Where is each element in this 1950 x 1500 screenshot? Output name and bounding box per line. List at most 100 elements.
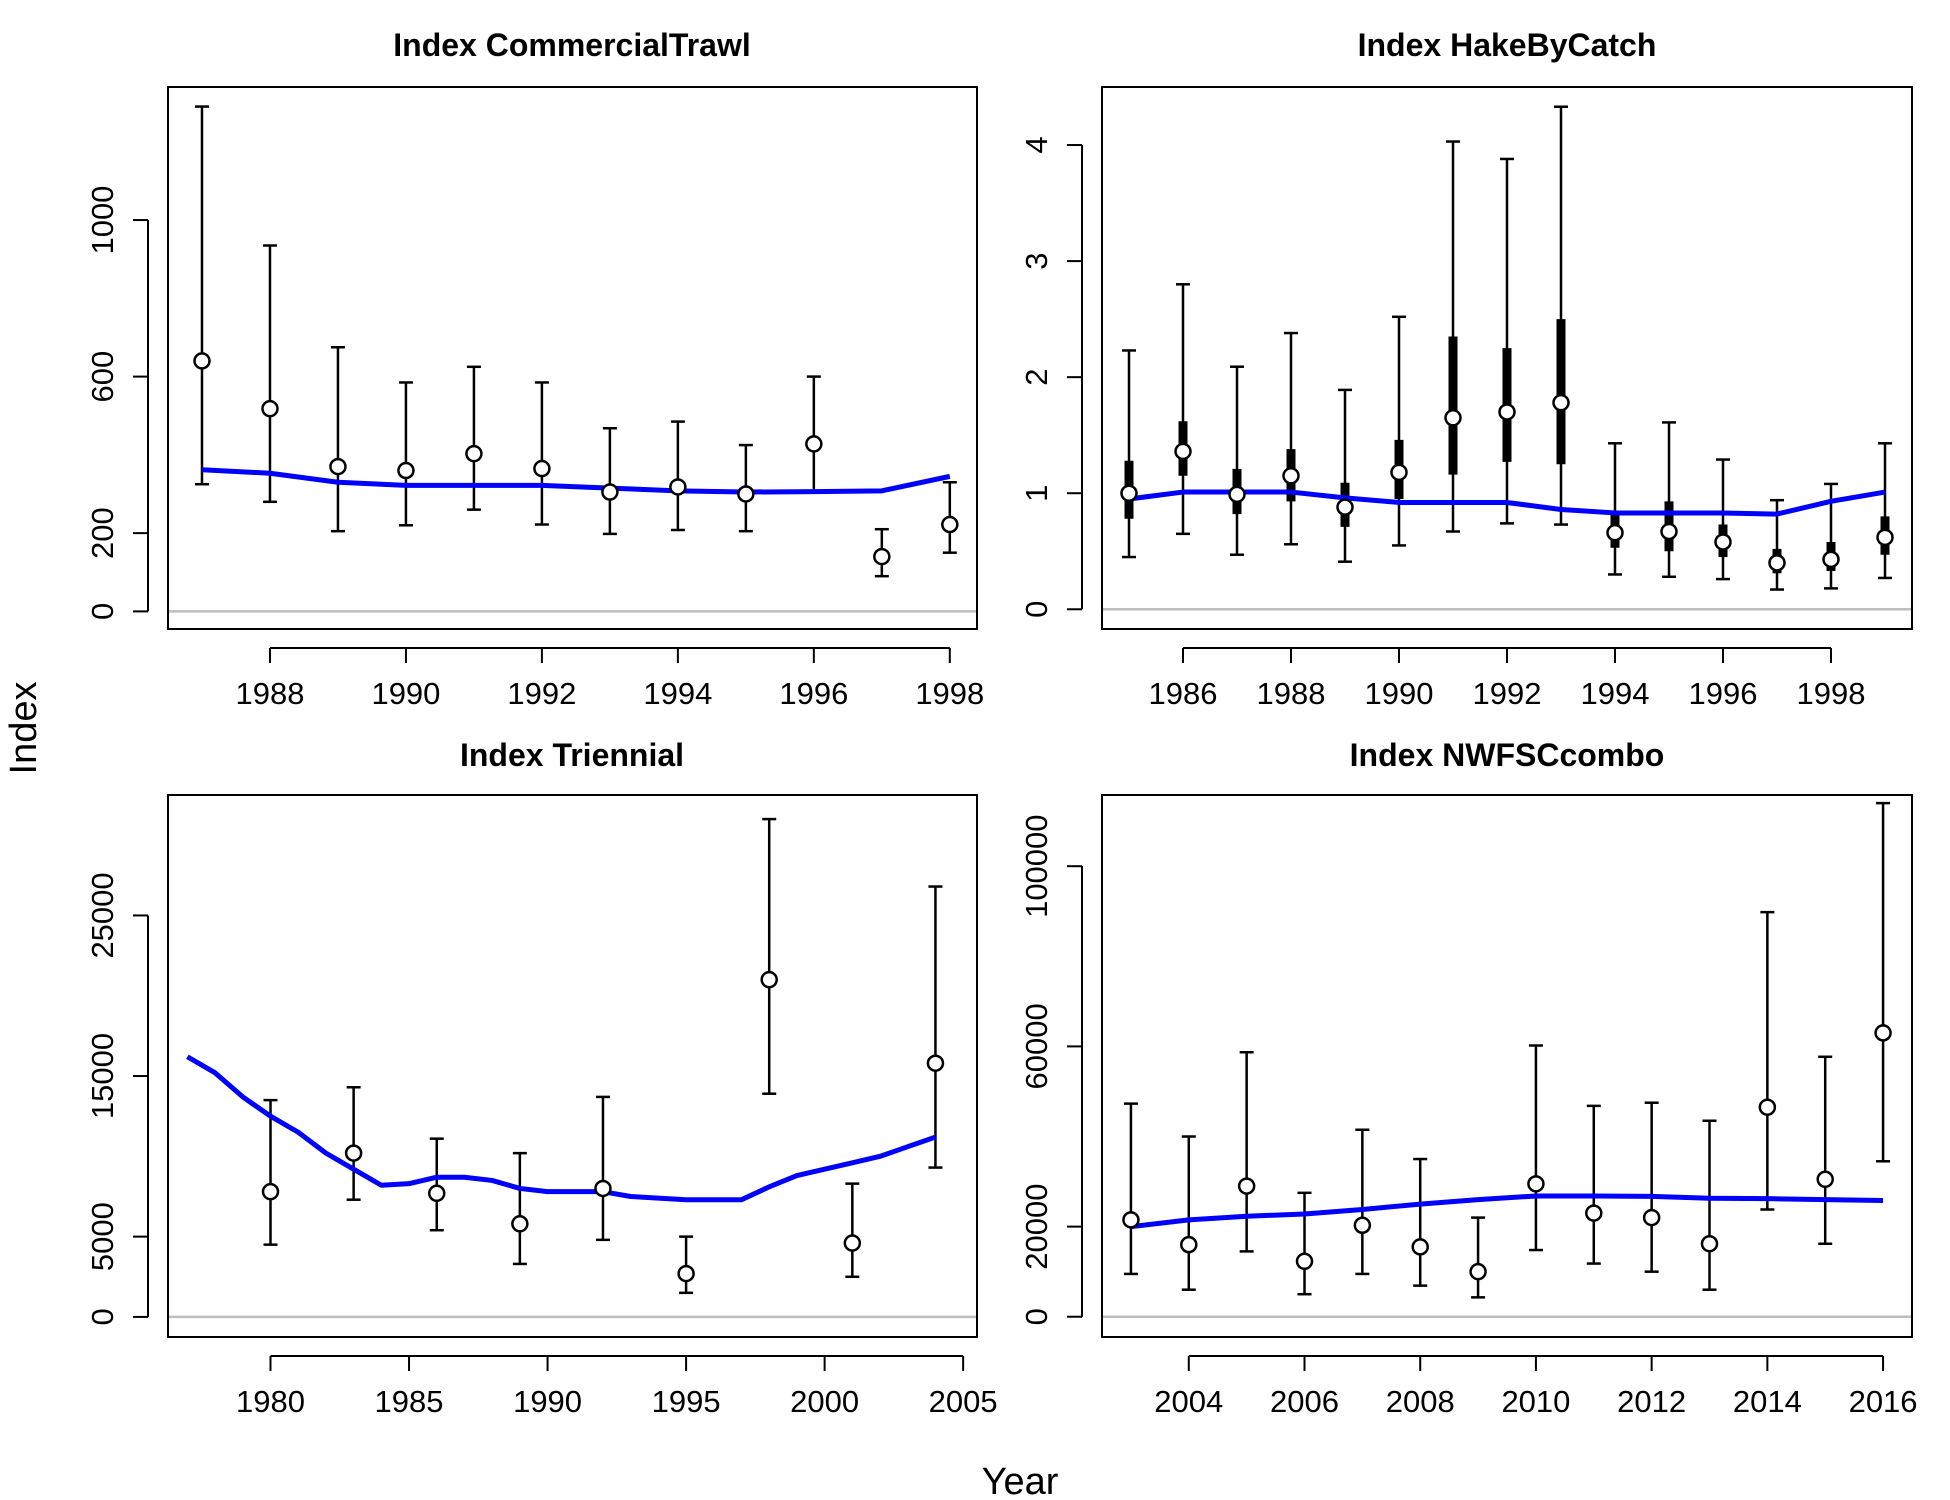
y-tick-label: 5000 xyxy=(85,1202,120,1271)
x-tick-label: 1998 xyxy=(915,676,984,711)
y-tick-label: 200 xyxy=(85,507,120,559)
x-tick-label: 1995 xyxy=(652,1384,721,1419)
y-tick-label: 3 xyxy=(1019,252,1054,269)
observed-point xyxy=(1585,1204,1603,1222)
observed-point xyxy=(1642,1208,1661,1227)
x-tick-label: 1994 xyxy=(1581,676,1650,711)
y-tick-label: 0 xyxy=(1019,601,1054,618)
x-tick-label: 2004 xyxy=(1154,1384,1223,1419)
x-tick-label: 1996 xyxy=(1689,676,1758,711)
y-tick-label: 20000 xyxy=(1019,1184,1054,1270)
y-tick-label: 2 xyxy=(1019,369,1054,386)
x-tick-label: 1998 xyxy=(1797,676,1866,711)
y-tick-label: 60000 xyxy=(1019,1003,1054,1089)
observed-point xyxy=(669,478,687,496)
observed-point xyxy=(1469,1262,1487,1281)
x-tick-label: 1988 xyxy=(1257,676,1326,711)
y-tick-label: 0 xyxy=(85,1308,120,1325)
y-axis-label: Index xyxy=(3,682,45,775)
observed-point xyxy=(1714,533,1732,551)
plot-frame xyxy=(1101,794,1913,1338)
observed-point xyxy=(511,1215,529,1233)
x-tick-label: 1996 xyxy=(779,676,848,711)
x-tick-label: 2010 xyxy=(1501,1384,1570,1419)
y-tick-label: 0 xyxy=(85,603,120,620)
panel-title-nwfsccombo: Index NWFSCcombo xyxy=(1350,737,1665,773)
observed-point xyxy=(427,1184,446,1203)
x-tick-label: 2012 xyxy=(1617,1384,1686,1419)
x-tick-label: 1992 xyxy=(1473,676,1542,711)
observed-point xyxy=(465,444,483,463)
observed-point xyxy=(941,515,959,534)
observed-point xyxy=(1768,554,1786,572)
x-tick-label: 1990 xyxy=(371,676,440,711)
observed-point xyxy=(1876,528,1894,547)
x-tick-label: 2000 xyxy=(790,1384,859,1419)
observed-point xyxy=(1822,550,1840,569)
y-tick-label: 1000 xyxy=(85,186,120,255)
observed-point xyxy=(805,435,823,453)
panel-nwfsccombo: Index NWFSCcombo 2004 2006 2008 2010 2012 201… xyxy=(1019,737,1918,1419)
observed-point xyxy=(1336,498,1354,516)
expected-line xyxy=(1130,1193,1884,1230)
y-tick-label: 600 xyxy=(85,351,120,403)
observed-point xyxy=(1237,1177,1256,1195)
observed-point xyxy=(261,399,279,418)
observed-point xyxy=(601,483,619,501)
y-tick-label: 0 xyxy=(1019,1308,1054,1325)
x-tick-label: 2006 xyxy=(1270,1384,1339,1419)
panel-title-hakebycatch: Index HakeByCatch xyxy=(1358,27,1657,63)
x-tick-label: 2008 xyxy=(1386,1384,1455,1419)
x-tick-label: 1992 xyxy=(507,676,576,711)
y-tick-label: 15000 xyxy=(85,1033,120,1119)
plot-frame xyxy=(167,794,978,1338)
x-tick-label: 1985 xyxy=(375,1384,444,1419)
plot-frame xyxy=(167,86,978,630)
observed-point xyxy=(1700,1234,1719,1253)
observed-point xyxy=(1282,467,1300,485)
observed-point xyxy=(1758,1098,1777,1116)
observed-point xyxy=(533,459,551,478)
x-tick-label: 2005 xyxy=(929,1384,998,1419)
y-tick-label: 100000 xyxy=(1019,814,1054,917)
observed-point xyxy=(1527,1175,1545,1193)
expected-line xyxy=(186,1054,937,1203)
y-tick-label: 4 xyxy=(1019,136,1054,153)
observed-point xyxy=(1816,1170,1834,1189)
x-tick-label: 1986 xyxy=(1149,676,1218,711)
observed-point xyxy=(1498,403,1516,421)
observed-point xyxy=(760,970,778,989)
panel-title-triennial: Index Triennial xyxy=(460,737,684,773)
observed-point xyxy=(677,1264,695,1283)
plot-frame xyxy=(1101,86,1913,630)
x-tick-label: 1988 xyxy=(235,676,304,711)
observed-point xyxy=(843,1234,862,1252)
observed-point xyxy=(1874,1024,1892,1042)
y-tick-label: 25000 xyxy=(85,872,120,958)
observed-point xyxy=(397,461,415,480)
x-tick-label: 2016 xyxy=(1849,1384,1918,1419)
observed-point xyxy=(594,1179,612,1198)
y-tick-label: 1 xyxy=(1019,485,1054,502)
observed-point xyxy=(1174,442,1192,461)
x-tick-label: 1990 xyxy=(1365,676,1434,711)
observed-point xyxy=(1353,1216,1372,1235)
observed-point xyxy=(873,547,891,566)
x-tick-label: 1990 xyxy=(513,1384,582,1419)
panel-hakebycatch: Index HakeByCatch 1986 1988 1990 1992 1994 19… xyxy=(1019,27,1913,711)
observed-point xyxy=(193,352,211,370)
observed-point xyxy=(1660,522,1678,541)
observed-point xyxy=(1444,409,1462,427)
observed-point xyxy=(1411,1238,1429,1256)
panel-title-commercialtrawl: Index CommercialTrawl xyxy=(393,27,750,63)
x-tick-label: 1980 xyxy=(236,1384,305,1419)
observed-point xyxy=(737,485,755,503)
expected-line xyxy=(1128,489,1886,517)
observed-point xyxy=(1552,393,1570,412)
observed-point xyxy=(1180,1235,1198,1254)
observed-point xyxy=(926,1054,945,1072)
observed-point xyxy=(1120,484,1138,502)
observed-point xyxy=(1606,523,1624,542)
observed-point xyxy=(1228,485,1246,504)
